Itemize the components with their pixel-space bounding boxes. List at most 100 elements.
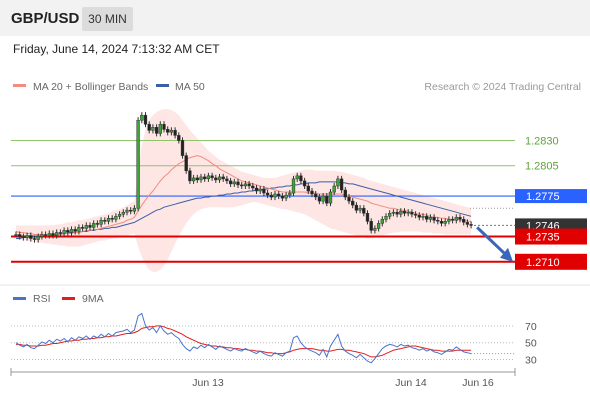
rsi-tick-70: 70 [525,321,537,333]
candle-body [302,180,307,187]
candle-body [265,192,270,196]
candle-body [147,124,151,131]
candle-body [36,236,40,240]
candle-body [358,207,362,211]
candle-body [114,216,118,220]
candle-body [117,214,122,217]
candle-body [195,177,199,181]
candle-body [169,130,174,133]
candle-body [432,217,436,221]
candle-body [443,221,447,224]
ma50-legend-label: MA 50 [175,81,205,93]
candle-body [236,181,240,186]
candle-body [58,232,63,234]
candle-body [154,127,159,134]
candle-body [262,188,266,194]
candle-body [328,191,333,204]
candle-body [314,193,318,198]
candle-body [269,194,273,198]
candle-body [280,195,285,199]
candle-body [206,175,211,180]
candle-body [55,232,59,236]
candle-body [284,194,288,199]
rsi-legend-label: RSI [33,293,51,305]
candle-body [80,227,85,229]
candle-body [184,155,188,172]
candle-body [214,177,218,181]
candle-body [225,178,229,182]
candle-body [299,175,303,182]
candle-body [351,200,355,206]
candle-body [413,214,418,216]
candle-body [391,211,396,214]
candle-body [439,221,444,224]
candle-body [132,207,137,212]
time-tick-label: Jun 13 [192,377,224,389]
candle-body [458,217,462,220]
candle-body [380,219,384,224]
candle-body [339,178,344,191]
candle-body [18,234,22,237]
candle-body [258,188,262,192]
candle-body [410,211,414,215]
candle-body [69,229,74,233]
candle-body [99,220,103,225]
projection-arrow-head [500,247,513,262]
candle-body [406,211,410,214]
candle-body [217,176,222,181]
candle-body [454,217,458,221]
candle-body [254,187,259,192]
support-label-box-5 [515,253,587,270]
support-label-box-4 [515,228,587,245]
candle-body [158,124,162,134]
candle-body [399,210,403,215]
candle-body [243,183,248,187]
candle-body [84,225,88,229]
candle-body [77,227,81,232]
ma9-legend-label: 9MA [82,293,104,305]
candle-body [32,238,37,240]
candle-body [129,209,133,212]
candle-body [450,219,455,221]
candle-body [21,236,26,238]
candle-body [240,184,244,187]
candle-body [332,185,336,193]
rsi-legend-swatch [13,297,26,300]
pivot-label-box [515,189,587,204]
candle-body [62,230,66,234]
candle-body [14,234,18,236]
candle-body [469,224,473,226]
candle-body [417,215,421,218]
candle-body [25,235,29,238]
candle-body [291,178,296,194]
symbol-title: GBP/USD [11,10,80,27]
candle-body [343,189,347,198]
time-tick-label: Jun 16 [462,377,494,389]
candle-body [88,225,92,228]
candle-body [277,193,281,197]
candle-body [325,195,329,204]
candle-body [51,233,55,236]
ma20-line [15,155,472,236]
candle-body [362,207,366,214]
header-bar: GBP/USD 30 MIN [0,0,590,36]
candle-body [247,183,251,187]
candle-body [425,216,429,220]
candle-body [173,130,177,136]
candle-body [140,114,144,121]
rsi-ma9-line [16,325,472,358]
support-label-5: 1.2710 [526,257,560,269]
candle-body [273,193,277,198]
candle-body [125,209,129,213]
candle-body [151,127,155,131]
candle-body [295,175,299,180]
candle-body [199,176,203,181]
candle-body [288,192,292,196]
timeframe-button[interactable]: 30 MIN [82,7,133,31]
candle-body [228,180,233,185]
support-label-4: 1.2735 [526,232,560,244]
candle-body [369,221,373,231]
candle-body [66,230,70,233]
candle-body [428,217,433,220]
